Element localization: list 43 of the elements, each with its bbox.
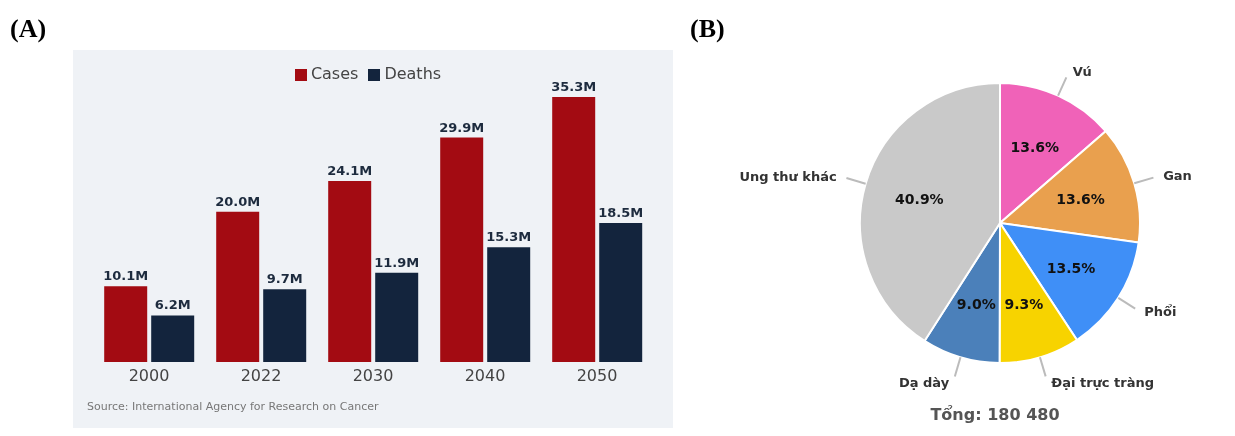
- x-tick-label: 2022: [240, 366, 282, 386]
- bar: [440, 137, 484, 362]
- bar: [552, 97, 596, 362]
- bar: [487, 247, 531, 362]
- bar: [375, 272, 419, 362]
- slice-label: Đại trực tràng: [1051, 374, 1155, 390]
- x-tick-label: 2050: [576, 366, 618, 386]
- slice-label: Vú: [1072, 64, 1092, 80]
- slice-label: Ung thư khác: [739, 168, 837, 184]
- x-tick-label: 2030: [352, 366, 394, 386]
- source-note: Source: International Agency for Research on Cancer: [86, 399, 380, 413]
- data-label: 10.1M: [103, 268, 149, 284]
- data-label: 6.2M: [154, 297, 191, 313]
- x-tick-label: 2040: [464, 366, 506, 386]
- data-label: 13.5%: [1046, 259, 1096, 276]
- data-label: 15.3M: [486, 229, 532, 245]
- bar: [151, 315, 195, 362]
- data-label: 9.0%: [956, 295, 996, 312]
- legend-label: Cases: [310, 64, 359, 83]
- bar: [263, 289, 307, 362]
- data-label: 29.9M: [439, 119, 485, 135]
- bar: [599, 223, 643, 362]
- data-label: 13.6%: [1010, 138, 1060, 155]
- data-label: 24.1M: [327, 163, 373, 179]
- data-label: 18.5M: [598, 205, 644, 221]
- bar: [328, 181, 372, 362]
- data-label: 20.0M: [215, 193, 261, 209]
- chart-title: (A): [9, 13, 48, 45]
- text: Tổng: 180 480: [929, 405, 1061, 424]
- data-label: 40.9%: [895, 191, 944, 208]
- slice-label: Dạ dày: [898, 374, 950, 390]
- slice-label: Gan: [1163, 168, 1192, 184]
- legend-label: Deaths: [384, 64, 442, 83]
- x-tick-label: 2000: [128, 366, 170, 386]
- data-label: 35.3M: [551, 79, 597, 94]
- data-label: 11.9M: [374, 254, 420, 270]
- bar: [104, 286, 148, 362]
- bar: [216, 211, 260, 362]
- slice-label: Phổi: [1144, 304, 1177, 320]
- data-label: 9.7M: [266, 271, 303, 287]
- data-label: 9.3%: [1004, 295, 1044, 312]
- data-label: 13.6%: [1056, 191, 1105, 208]
- chart-title: (B): [689, 13, 726, 45]
